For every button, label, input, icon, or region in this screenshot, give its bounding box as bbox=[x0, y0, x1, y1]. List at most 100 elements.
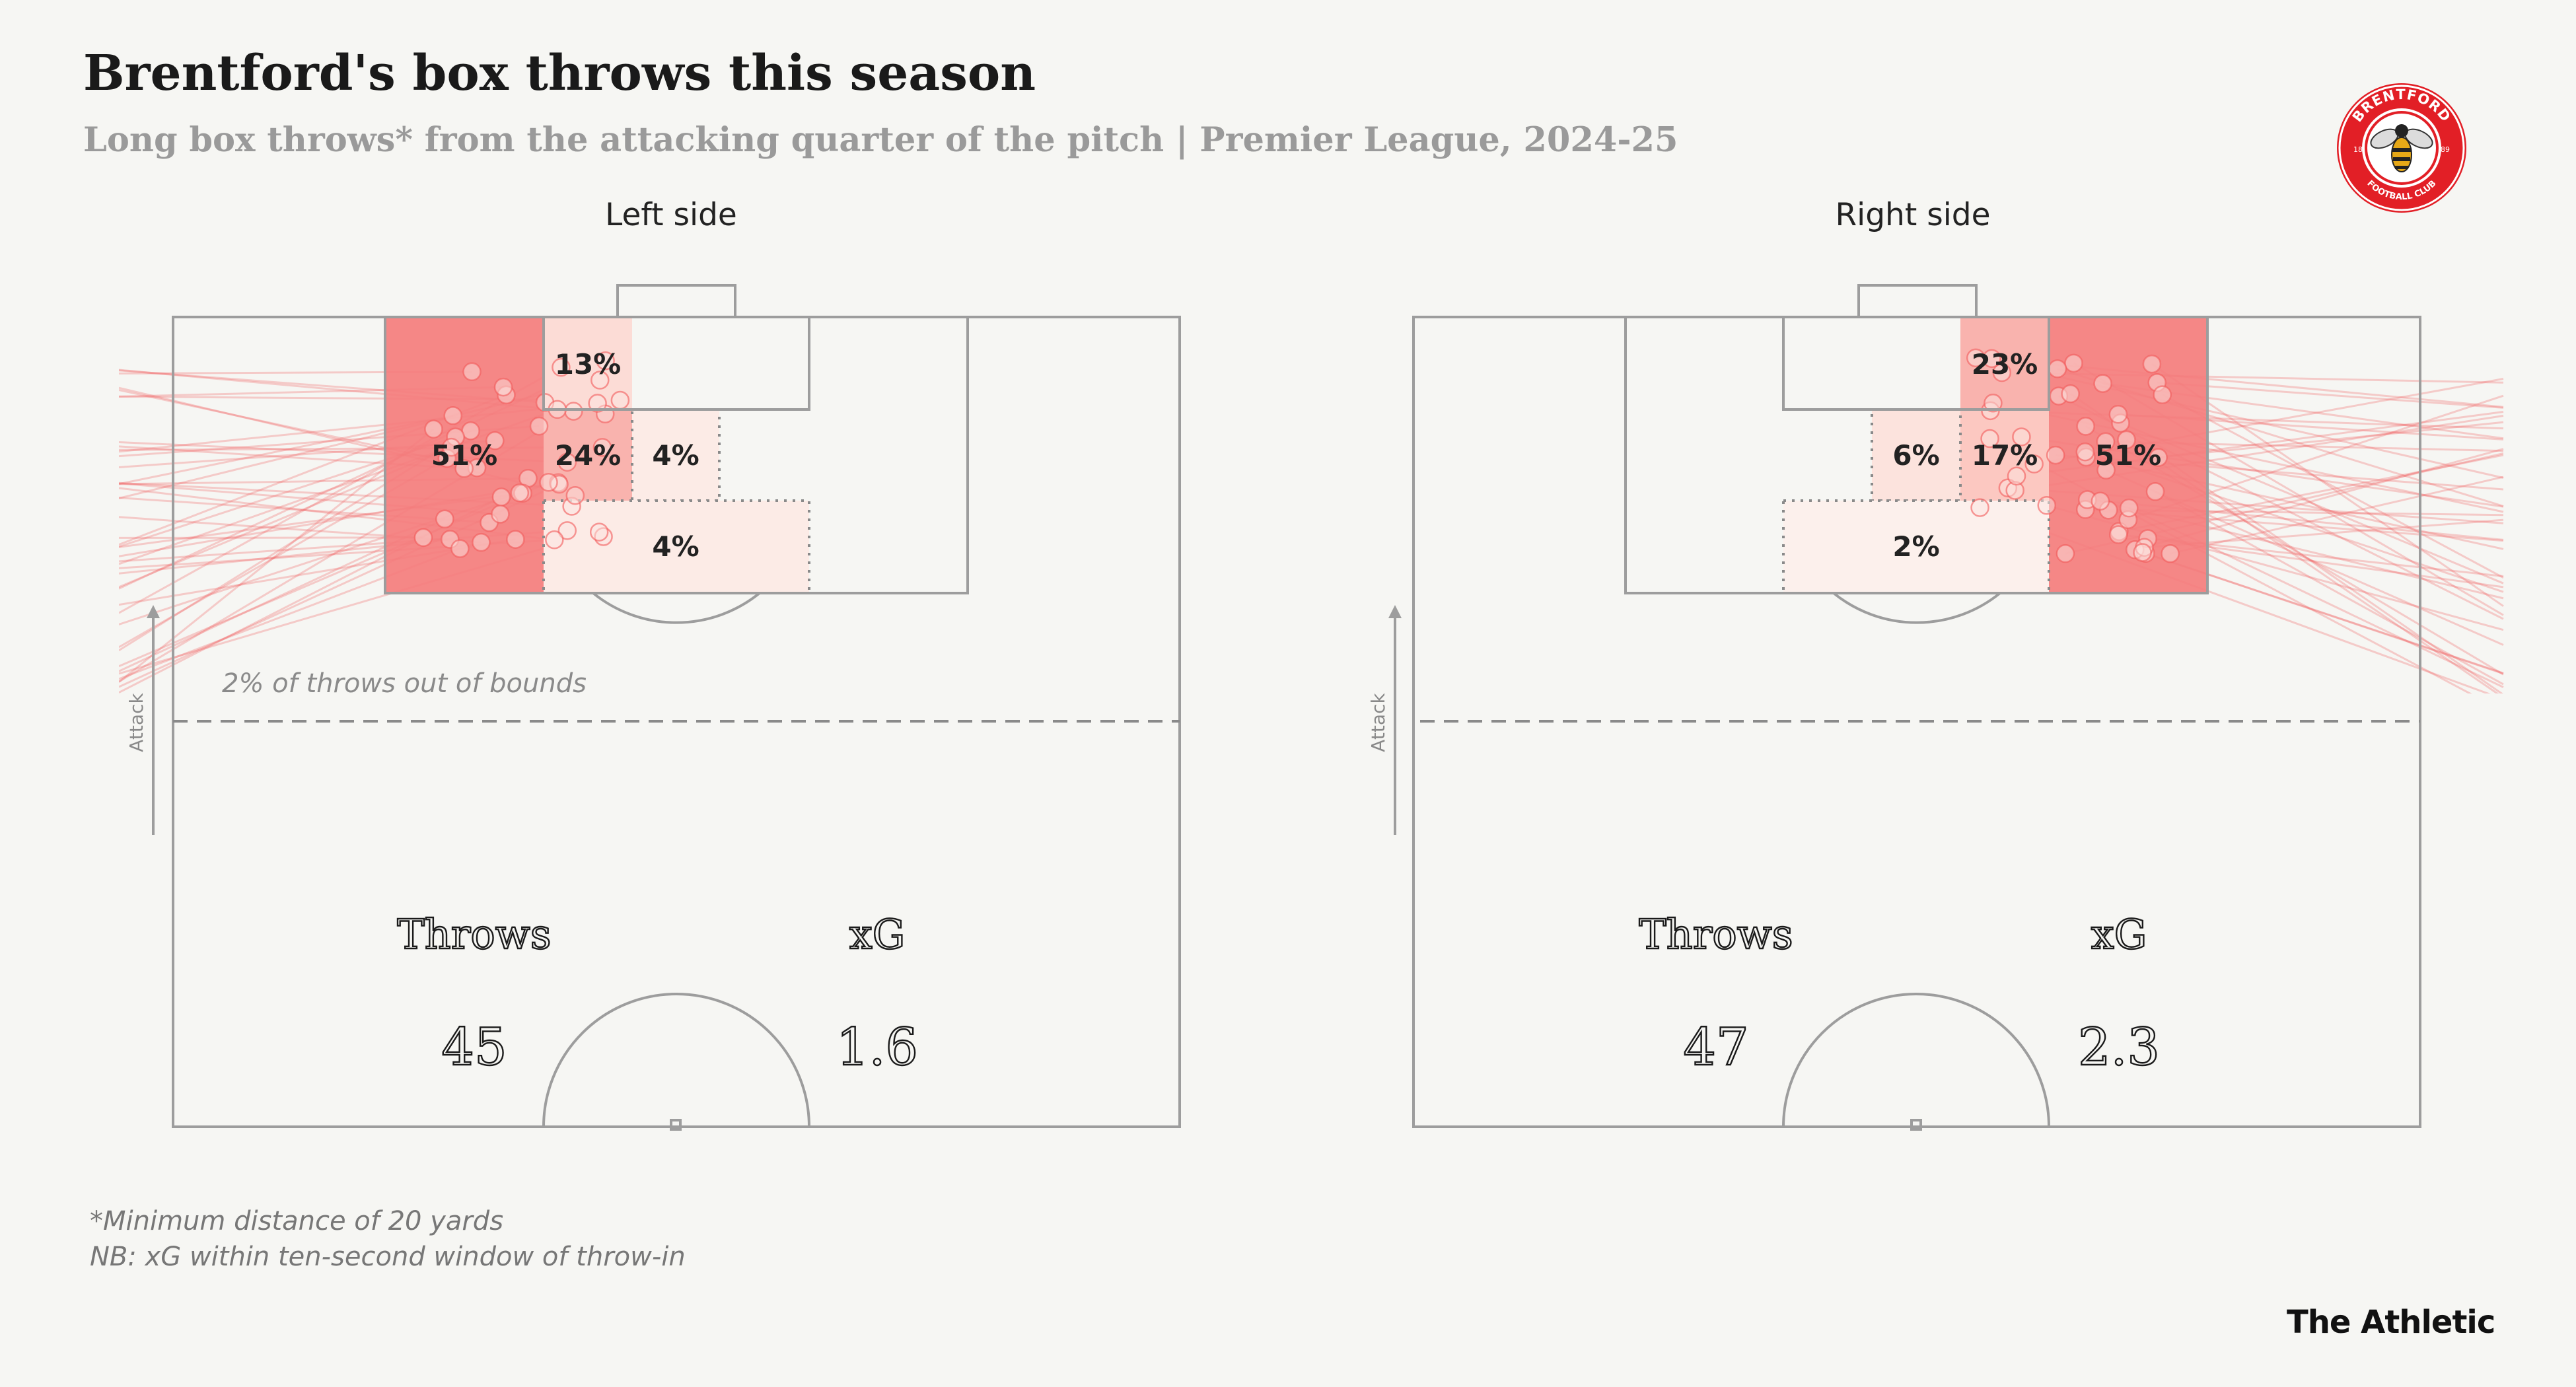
throw-landing-point bbox=[491, 505, 510, 524]
bee-icon bbox=[2370, 124, 2433, 172]
throw-landing-point bbox=[2024, 454, 2044, 474]
throw-landing-point bbox=[2012, 427, 2031, 446]
zone-left-4b bbox=[542, 499, 810, 594]
centre-circle-left bbox=[542, 993, 810, 1127]
throw-landing-point bbox=[442, 437, 461, 457]
throw-trajectory bbox=[2162, 394, 2504, 579]
centre-circle-right bbox=[1782, 993, 2050, 1127]
throw-landing-point bbox=[2037, 496, 2056, 515]
throw-landing-point bbox=[552, 357, 571, 377]
throw-landing-point bbox=[539, 473, 558, 492]
throw-trajectory bbox=[2158, 421, 2504, 459]
throw-landing-point bbox=[565, 485, 585, 505]
stat-value-throws-left: 45 bbox=[441, 1018, 507, 1077]
attack-label-right: Attack bbox=[1367, 693, 1389, 752]
throw-landing-point bbox=[2108, 525, 2128, 544]
throw-landing-point bbox=[506, 530, 525, 549]
penalty-arc-left bbox=[592, 592, 761, 624]
throw-trajectory bbox=[2155, 490, 2504, 686]
stat-label-throws-left: Throws bbox=[397, 910, 551, 958]
throw-landing-point bbox=[2161, 544, 2180, 563]
throw-trajectory bbox=[119, 428, 435, 683]
throw-landing-point bbox=[596, 351, 615, 371]
stat-value-xg-right: 2.3 bbox=[2078, 1018, 2160, 1077]
throw-landing-point bbox=[2056, 544, 2075, 563]
throw-trajectory bbox=[2151, 363, 2504, 607]
footnote-xg-window: NB: xG within ten-second window of throw… bbox=[90, 1242, 686, 1272]
throw-landing-point bbox=[2007, 466, 2026, 486]
throw-landing-point bbox=[1970, 498, 1989, 517]
throw-landing-point bbox=[2064, 353, 2083, 373]
crest-right-number: 89 bbox=[2441, 145, 2450, 154]
throw-landing-point bbox=[2048, 359, 2067, 378]
throw-landing-point bbox=[485, 431, 505, 450]
centre-spot-right bbox=[1910, 1119, 1922, 1131]
throw-landing-point bbox=[424, 419, 443, 439]
stat-label-throws-right: Throws bbox=[1639, 910, 1793, 958]
throw-landing-point bbox=[443, 406, 463, 425]
out-of-bounds-note: 2% of throws out of bounds bbox=[222, 668, 587, 699]
throw-landing-point bbox=[493, 377, 513, 397]
throw-landing-point bbox=[529, 416, 549, 436]
attack-arrow-head-right bbox=[1388, 605, 1402, 618]
zone-left-4a bbox=[631, 408, 721, 502]
throw-landing-point bbox=[435, 509, 454, 529]
throw-landing-point bbox=[557, 452, 577, 472]
throw-landing-point bbox=[2133, 543, 2152, 562]
zone-right-2 bbox=[1782, 499, 2050, 594]
stat-value-xg-left: 1.6 bbox=[836, 1018, 918, 1077]
throw-landing-point bbox=[472, 532, 491, 552]
panel-title-right: Right side bbox=[1835, 197, 1991, 233]
throw-trajectory bbox=[2170, 476, 2504, 555]
throw-landing-point bbox=[1984, 394, 2003, 413]
landing-points-left bbox=[413, 351, 630, 558]
throw-landing-point bbox=[2096, 460, 2116, 480]
footnote-minimum-distance: *Minimum distance of 20 yards bbox=[90, 1206, 504, 1236]
throw-landing-point bbox=[557, 521, 577, 540]
throw-landing-point bbox=[450, 539, 470, 558]
throw-landing-point bbox=[2093, 374, 2112, 393]
throw-landing-point bbox=[2117, 430, 2136, 450]
throw-landing-point bbox=[610, 390, 630, 410]
throw-landing-point bbox=[545, 530, 564, 550]
throw-landing-point bbox=[1966, 348, 1986, 368]
throw-landing-point bbox=[1982, 349, 2001, 369]
stat-label-xg-right: xG bbox=[2091, 910, 2147, 958]
throw-landing-point bbox=[588, 394, 607, 413]
goal-right bbox=[1857, 284, 1978, 318]
throw-landing-point bbox=[413, 528, 433, 548]
chart-subtitle: Long box throws* from the attacking quar… bbox=[83, 120, 1678, 160]
throw-landing-point bbox=[2108, 405, 2128, 424]
throw-landing-point bbox=[491, 487, 511, 507]
throw-landing-point bbox=[592, 438, 612, 457]
pitch-left: Attack 2% of throws out of bounds 51% 13… bbox=[119, 284, 1181, 1131]
throw-landing-point bbox=[590, 371, 610, 390]
goal-left bbox=[616, 284, 736, 318]
landing-points-right bbox=[1966, 348, 2180, 563]
crest-left-number: 18 bbox=[2353, 145, 2363, 154]
throw-landing-point bbox=[2075, 442, 2095, 462]
attack-arrow-head-left bbox=[147, 605, 160, 618]
penalty-arc-right bbox=[1832, 592, 2001, 624]
the-athletic-logo: The Athletic bbox=[2287, 1304, 2495, 1341]
throw-landing-point bbox=[2145, 482, 2165, 501]
throw-landing-point bbox=[2153, 385, 2172, 404]
stat-value-throws-right: 47 bbox=[1683, 1018, 1748, 1077]
throw-landing-point bbox=[564, 402, 583, 421]
throw-landing-point bbox=[454, 459, 474, 478]
throw-landing-point bbox=[2149, 448, 2168, 467]
attack-label-left: Attack bbox=[125, 693, 147, 752]
chart-title: Brentford's box throws this season bbox=[83, 45, 1036, 102]
throw-landing-point bbox=[589, 522, 609, 542]
throw-landing-point bbox=[2091, 491, 2110, 511]
centre-spot-left bbox=[670, 1119, 682, 1131]
throw-landing-point bbox=[2119, 498, 2139, 518]
panel-title-left: Left side bbox=[605, 197, 737, 233]
pitch-right: Attack 51% 23% 17% 6% 2% Throws xG 47 2.… bbox=[1367, 284, 2504, 1131]
throw-landing-point bbox=[1980, 429, 1999, 448]
throw-landing-point bbox=[1992, 363, 2012, 382]
brentford-crest-icon: BRENTFORD FOOTBALL CLUB 18 89 bbox=[2337, 83, 2466, 213]
throw-landing-point bbox=[2061, 384, 2080, 404]
throw-landing-point bbox=[2046, 445, 2065, 465]
